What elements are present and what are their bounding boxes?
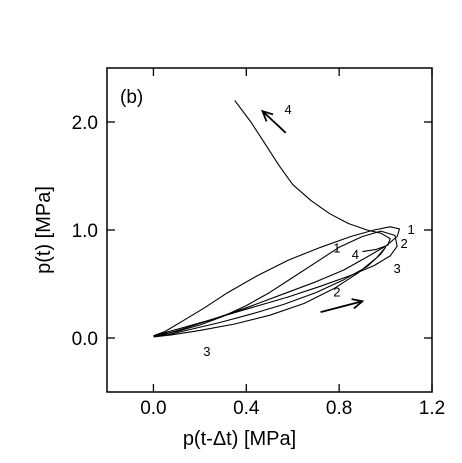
direction-arrow-shaft (261, 110, 287, 134)
curve-label: 1 (333, 240, 340, 255)
curve-label: 1 (407, 222, 414, 237)
direction-arrow-head (351, 298, 365, 310)
curve-label: 3 (203, 344, 210, 359)
direction-arrow-shaft (320, 300, 363, 313)
y-tick-label: 2.0 (72, 113, 98, 134)
y-tick-label: 0.0 (72, 329, 98, 350)
series-line-4 (234, 100, 391, 253)
x-tick-label: 1.2 (419, 398, 445, 419)
curve-label: 4 (352, 247, 359, 262)
curve-label: 4 (284, 102, 291, 117)
y-axis-label: p(t) [MPa] (33, 186, 55, 274)
series-line-3 (153, 246, 387, 338)
curve-label: 2 (401, 236, 408, 251)
curve-label: 3 (394, 261, 401, 276)
y-tick-label: 1.0 (72, 221, 98, 242)
x-tick-label: 0.8 (326, 398, 352, 419)
plot-area: 0.0 0.4 0.8 1.2 0.0 1.0 2.0 p(t-Δt) [MPa] p(t) [… (33, 67, 445, 450)
curve-label: 2 (333, 285, 340, 300)
direction-arrow-head (261, 109, 274, 122)
x-tick-label: 0.4 (233, 398, 260, 419)
x-axis-label: p(t-Δt) [MPa] (183, 428, 296, 450)
series-line-1 (153, 226, 401, 337)
series-line-2 (157, 230, 398, 336)
panel-label: (b) (120, 87, 143, 108)
x-tick-label: 0.0 (140, 398, 166, 419)
